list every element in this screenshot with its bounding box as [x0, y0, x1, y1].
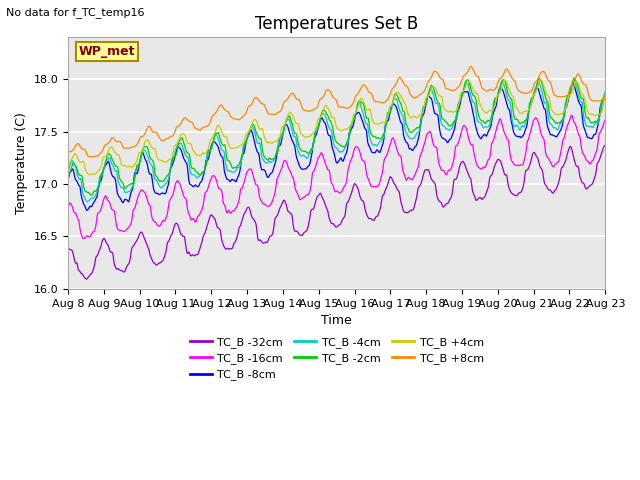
Text: No data for f_TC_temp16: No data for f_TC_temp16 [6, 7, 145, 18]
Y-axis label: Temperature (C): Temperature (C) [15, 112, 28, 214]
Title: Temperatures Set B: Temperatures Set B [255, 15, 419, 33]
Text: WP_met: WP_met [79, 45, 135, 58]
X-axis label: Time: Time [321, 314, 352, 327]
Legend: TC_B -32cm, TC_B -16cm, TC_B -8cm, TC_B -4cm, TC_B -2cm, TC_B +4cm, TC_B +8cm: TC_B -32cm, TC_B -16cm, TC_B -8cm, TC_B … [185, 332, 488, 385]
